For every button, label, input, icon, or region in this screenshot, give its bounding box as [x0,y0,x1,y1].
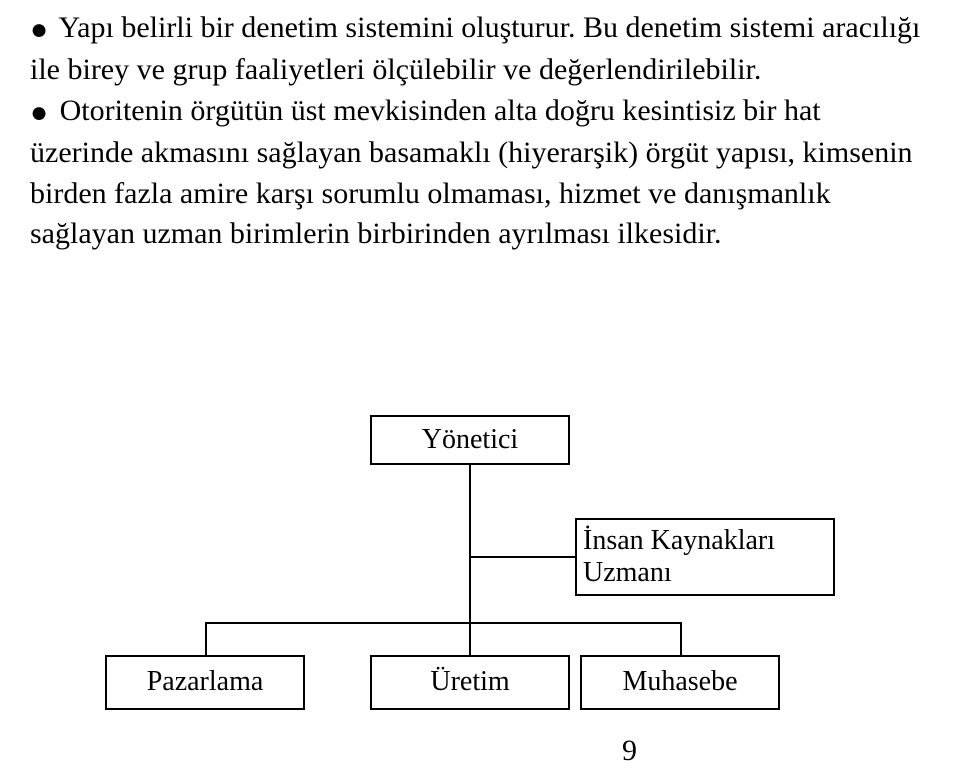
org-node-manager: Yönetici [370,415,570,465]
org-node-production-label: Üretim [430,666,509,698]
org-node-hr-label: İnsan KaynaklarıUzmanı [583,525,775,589]
org-chart-connector [205,622,682,624]
org-node-production: Üretim [370,655,570,710]
org-chart-connector [205,622,207,655]
page-root: ● Yapı belirli bir denetim sistemini olu… [0,0,960,770]
org-chart-connector [469,465,471,655]
org-node-marketing: Pazarlama [105,655,305,710]
org-chart: Yönetici İnsan KaynaklarıUzmanı Pazarlam… [0,0,960,770]
org-chart-connector [680,622,682,655]
org-node-accounting: Muhasebe [580,655,780,710]
page-number: 9 [622,734,637,768]
org-node-manager-label: Yönetici [422,424,518,456]
org-node-hr: İnsan KaynaklarıUzmanı [575,518,835,596]
org-chart-connector [469,556,575,558]
org-node-marketing-label: Pazarlama [147,666,264,698]
org-node-accounting-label: Muhasebe [622,666,737,698]
